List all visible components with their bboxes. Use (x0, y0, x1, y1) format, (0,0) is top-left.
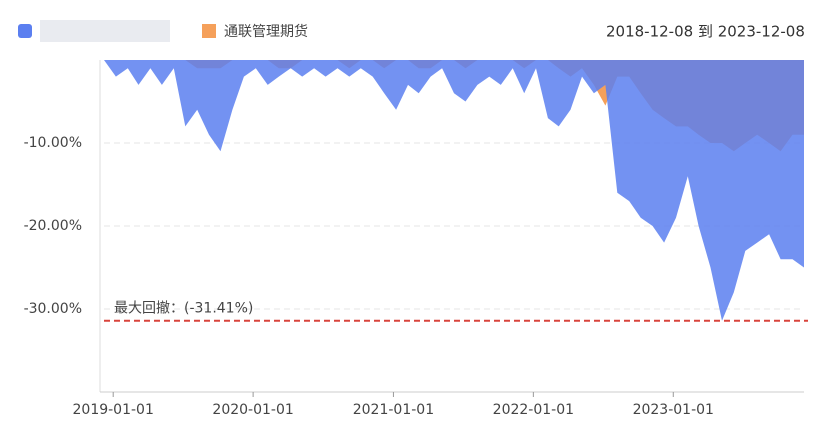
date-range: 2018-12-08 到 2023-12-08 (606, 23, 805, 41)
legend-label: 通联管理期货 (224, 23, 308, 40)
y-tick-label: -30.00% (24, 301, 82, 317)
blurred-legend (40, 20, 170, 42)
legend-swatch (202, 24, 216, 38)
x-tick-label: 2023-01-01 (633, 402, 714, 418)
x-tick-label: 2019-01-01 (73, 402, 154, 418)
x-tick-label: 2021-01-01 (353, 402, 434, 418)
x-tick-label: 2020-01-01 (212, 402, 293, 418)
x-tick-label: 2022-01-01 (493, 402, 574, 418)
y-tick-label: -10.00% (24, 135, 82, 151)
area (104, 60, 804, 321)
max-drawdown-label: 最大回撤：(-31.41%) (114, 301, 253, 317)
legend-swatch (18, 24, 32, 38)
y-tick-label: -20.00% (24, 218, 82, 234)
